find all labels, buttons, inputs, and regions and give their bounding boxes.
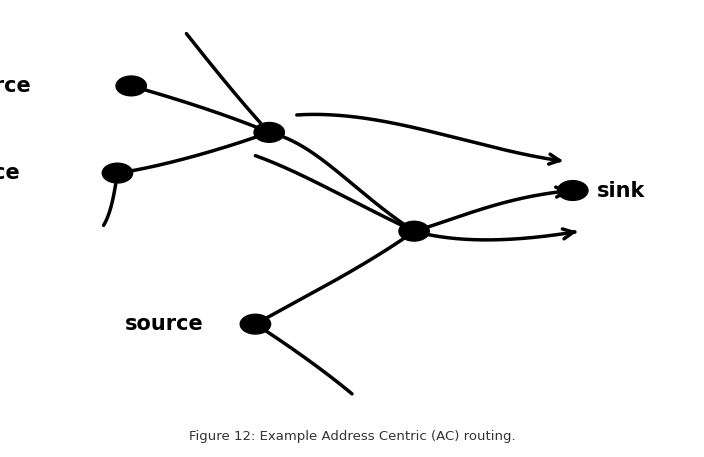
Text: source: source <box>125 314 203 334</box>
Text: sink: sink <box>597 181 646 201</box>
Ellipse shape <box>254 122 284 142</box>
Text: Figure 12: Example Address Centric (AC) routing.: Figure 12: Example Address Centric (AC) … <box>189 430 515 443</box>
Text: source: source <box>0 163 21 183</box>
Text: source: source <box>0 76 31 96</box>
Ellipse shape <box>102 163 132 183</box>
Ellipse shape <box>116 76 146 96</box>
Ellipse shape <box>240 314 270 334</box>
Ellipse shape <box>558 181 588 200</box>
Ellipse shape <box>399 221 429 241</box>
